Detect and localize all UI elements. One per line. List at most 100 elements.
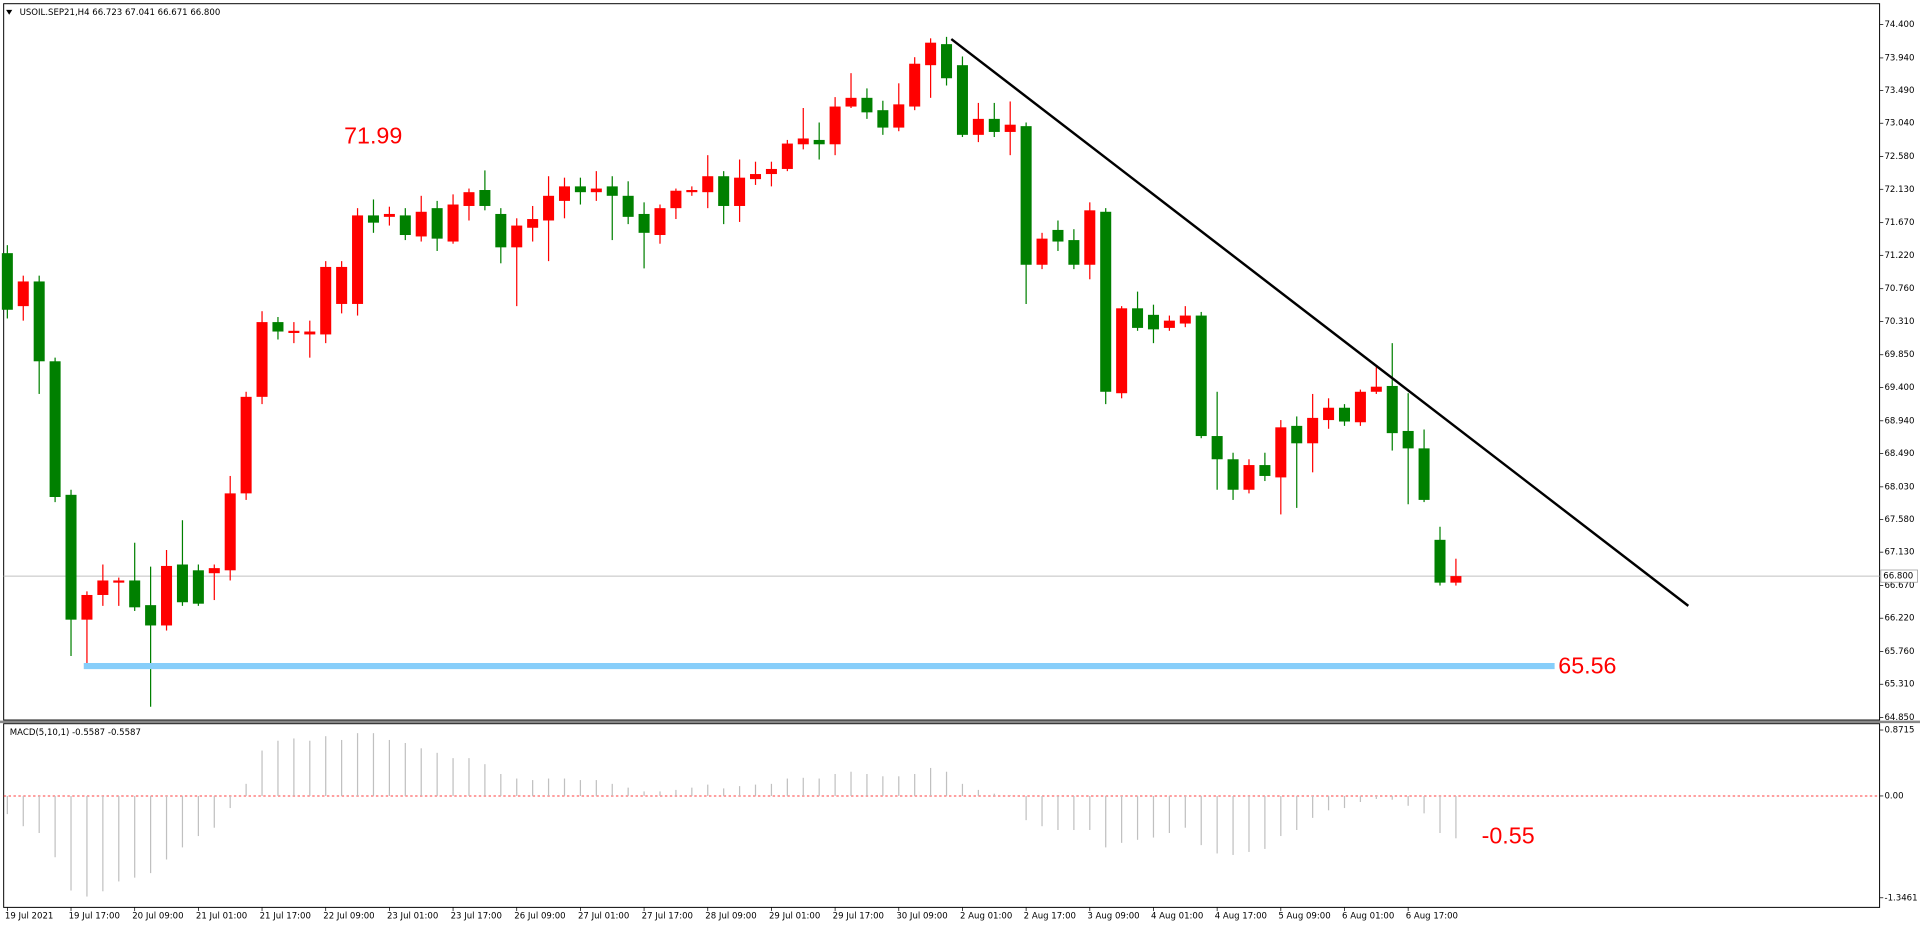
candle-body [1354, 391, 1366, 423]
candle-body [1275, 427, 1287, 478]
x-tick-label: 4 Aug 01:00 [1151, 911, 1203, 921]
candle-body [304, 331, 316, 335]
candle-body [208, 568, 220, 574]
candle-body [1402, 430, 1414, 449]
x-tick-label: 30 Jul 09:00 [896, 911, 947, 921]
candle-body [288, 330, 300, 333]
candle-body [113, 580, 125, 583]
candle-body [256, 322, 268, 397]
candle-body [1068, 240, 1080, 265]
x-tick-label: 20 Jul 09:00 [132, 911, 183, 921]
candle-body [781, 143, 793, 169]
candle-body [1227, 459, 1239, 490]
candle-body [1052, 229, 1064, 242]
y-tick-label: 74.400 [1884, 20, 1914, 30]
candle-body [702, 176, 714, 193]
candle-body [129, 580, 141, 608]
candle-body [415, 211, 427, 237]
annotation: -0.55 [1482, 823, 1535, 849]
current-price-box [1880, 569, 1918, 583]
candle-body [877, 110, 889, 128]
candle-body [909, 63, 921, 107]
candle-body [1370, 386, 1382, 392]
candle-body [97, 580, 109, 595]
annotation: 71.99 [344, 122, 402, 148]
candle-body [161, 565, 173, 626]
x-tick-label: 27 Jul 17:00 [642, 911, 693, 921]
candle-body [941, 44, 953, 79]
candle-body [925, 42, 937, 66]
y-tick-label: 66.220 [1884, 614, 1914, 624]
candle-body [1243, 465, 1255, 490]
candle-body [1211, 436, 1223, 460]
candle-body [861, 97, 873, 113]
menu-arrow[interactable] [6, 9, 13, 15]
y-tick-label: 66.670 [1884, 581, 1914, 591]
candle-body [352, 215, 364, 304]
y-tick-label: 68.030 [1884, 482, 1914, 492]
x-tick-label: 2 Aug 17:00 [1024, 911, 1076, 921]
candle-body [956, 65, 968, 135]
y-tick-label: 0.8715 [1884, 726, 1914, 736]
candle-body [893, 104, 905, 128]
candle-body [813, 139, 825, 145]
candle-body [399, 215, 411, 236]
y-tick-label: 68.940 [1884, 416, 1914, 426]
x-tick-label: 6 Aug 17:00 [1406, 911, 1458, 921]
candle-body [718, 176, 730, 206]
y-tick-label: 73.040 [1884, 119, 1914, 129]
candle-body [17, 281, 29, 307]
candle-body [1020, 126, 1032, 265]
candle-body [590, 188, 602, 193]
candle-body [654, 208, 666, 236]
y-tick-label: 69.400 [1884, 383, 1914, 393]
candle-body [1084, 210, 1096, 265]
chart-title: USOIL.SEP21,H4 66.723 67.041 66.671 66.8… [20, 8, 221, 18]
y-tick-label: 68.490 [1884, 449, 1914, 459]
candle-body [431, 208, 443, 239]
x-tick-label: 5 Aug 09:00 [1278, 911, 1330, 921]
candle-body [320, 266, 332, 335]
candle-body [1450, 576, 1462, 583]
y-tick-label: 67.580 [1884, 515, 1914, 525]
candle-body [1323, 407, 1335, 421]
candle-body [574, 186, 586, 193]
macd-pane-frame [3, 723, 1881, 908]
x-tick-label: 21 Jul 17:00 [260, 911, 311, 921]
candle-body [1307, 417, 1319, 444]
x-tick-label: 26 Jul 09:00 [514, 911, 565, 921]
y-tick-label: 73.490 [1884, 86, 1914, 96]
y-tick-label: 71.670 [1884, 218, 1914, 228]
support-label: 65.56 [1558, 652, 1616, 678]
candle-body [845, 97, 857, 107]
x-tick-label: 21 Jul 01:00 [196, 911, 247, 921]
indicator-title: MACD(5,10,1) -0.5587 -0.5587 [10, 728, 141, 738]
candle-body [1116, 308, 1128, 394]
candle-body [1434, 539, 1446, 583]
candle-body [765, 168, 777, 175]
x-tick-label: 28 Jul 09:00 [705, 911, 756, 921]
candle-body [734, 177, 746, 206]
candle-body [145, 605, 157, 626]
candle-body [1100, 211, 1112, 392]
y-tick-label: -1.3461 [1884, 893, 1917, 903]
candle-body [1338, 407, 1350, 422]
candle-body [511, 225, 523, 248]
candle-body [1418, 448, 1430, 500]
x-tick-label: 29 Jul 01:00 [769, 911, 820, 921]
candle-body [1147, 314, 1159, 330]
y-tick-label: 72.580 [1884, 152, 1914, 162]
x-tick-label: 22 Jul 09:00 [323, 911, 374, 921]
y-tick-label: 64.850 [1884, 713, 1914, 723]
current-price-label: 66.800 [1883, 572, 1913, 582]
candle-body [479, 190, 491, 206]
x-tick-label: 27 Jul 01:00 [578, 911, 629, 921]
x-tick-label: 19 Jul 17:00 [69, 911, 120, 921]
candle-body [336, 266, 348, 304]
candle-body [1291, 425, 1303, 444]
candle-body [1132, 308, 1144, 328]
candle-body [686, 190, 698, 193]
y-tick-label: 65.310 [1884, 680, 1914, 690]
